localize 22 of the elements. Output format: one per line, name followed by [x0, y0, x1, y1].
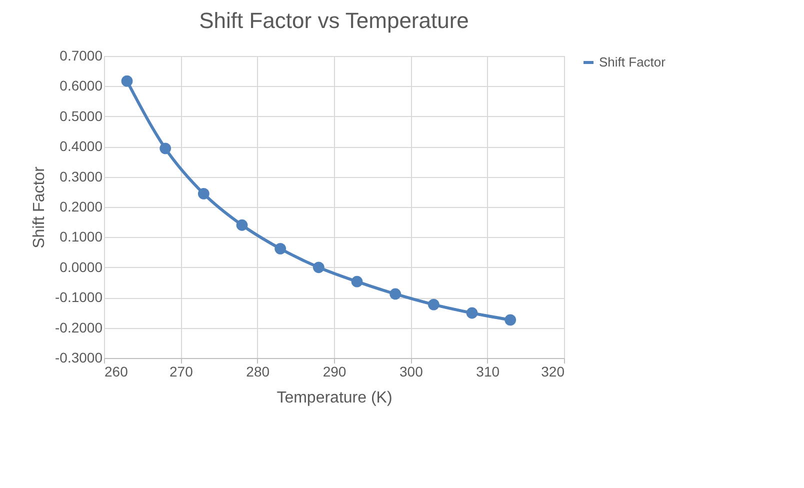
y-tick-label: -0.3000	[55, 350, 103, 366]
y-tick-label: 0.4000	[60, 138, 103, 154]
y-tick-label: 0.2000	[60, 198, 103, 214]
x-tick-label: 300	[399, 364, 424, 380]
x-axis-title: Temperature (K)	[276, 390, 392, 406]
y-tick-label: 0.5000	[60, 108, 103, 124]
y-tick-label: 0.1000	[60, 228, 103, 245]
y-tick-label: -0.2000	[55, 319, 103, 336]
x-tick-label: 280	[246, 364, 270, 380]
y-tick-label: 0.7000	[60, 48, 103, 64]
y-tick-label: 0.0000	[60, 258, 103, 275]
x-tick-label: 270	[169, 364, 194, 380]
x-tick-label: 260	[104, 364, 128, 380]
chart-title: Shift Factor vs Temperature	[199, 8, 469, 33]
y-tick-label: 0.3000	[60, 168, 103, 184]
legend-label: Shift Factor	[599, 54, 666, 70]
y-tick-label: 0.6000	[60, 78, 103, 94]
x-tick-label: 310	[476, 364, 500, 380]
x-tick-label: 290	[322, 364, 346, 380]
y-axis-title: Shift Factor	[31, 166, 48, 248]
y-tick-label: -0.1000	[55, 289, 103, 306]
x-tick-label: 320	[541, 364, 565, 380]
